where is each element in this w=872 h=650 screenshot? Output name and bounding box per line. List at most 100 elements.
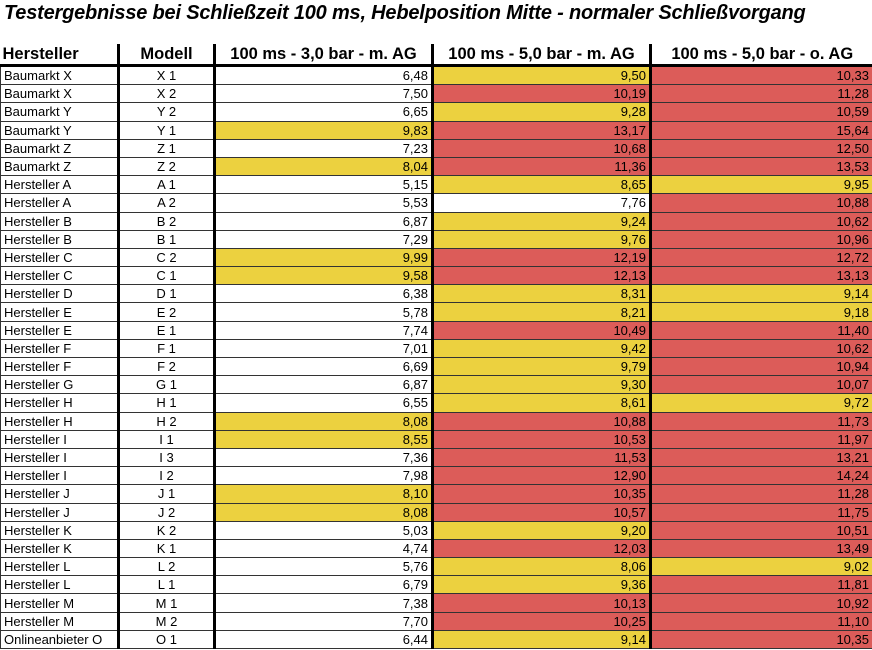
modell-cell: B 1 bbox=[117, 229, 215, 249]
hersteller-cell: Hersteller B bbox=[0, 211, 119, 231]
value-3bar-mag: 5,78 bbox=[213, 302, 433, 322]
value-5bar-oag: 9,72 bbox=[649, 393, 872, 413]
value-5bar-mag: 10,25 bbox=[431, 611, 651, 631]
page-title: Testergebnisse bei Schließzeit 100 ms, H… bbox=[4, 2, 806, 24]
modell-cell: A 1 bbox=[117, 175, 215, 195]
modell-cell: X 1 bbox=[117, 64, 215, 86]
header-5bar-mag: 100 ms - 5,0 bar - m. AG bbox=[431, 44, 651, 67]
value-5bar-mag: 9,14 bbox=[431, 629, 651, 650]
value-3bar-mag: 6,38 bbox=[213, 284, 433, 304]
value-3bar-mag: 5,76 bbox=[213, 557, 433, 577]
value-5bar-mag: 8,65 bbox=[431, 175, 651, 195]
modell-cell: B 2 bbox=[117, 211, 215, 231]
value-3bar-mag: 6,65 bbox=[213, 102, 433, 122]
value-5bar-oag: 10,62 bbox=[649, 338, 872, 359]
value-3bar-mag: 8,55 bbox=[213, 429, 433, 449]
modell-cell: E 2 bbox=[117, 302, 215, 322]
hersteller-cell: Hersteller A bbox=[0, 175, 119, 195]
value-3bar-mag: 7,98 bbox=[213, 466, 433, 486]
value-5bar-oag: 11,28 bbox=[649, 84, 872, 104]
value-5bar-mag: 10,53 bbox=[431, 429, 651, 449]
value-5bar-oag: 11,75 bbox=[649, 502, 872, 522]
value-3bar-mag: 9,58 bbox=[213, 266, 433, 286]
hersteller-cell: Hersteller F bbox=[0, 356, 119, 377]
hersteller-cell: Hersteller H bbox=[0, 393, 119, 413]
modell-cell: J 1 bbox=[117, 484, 215, 504]
value-3bar-mag: 6,44 bbox=[213, 629, 433, 650]
modell-cell: I 2 bbox=[117, 466, 215, 486]
value-5bar-oag: 10,88 bbox=[649, 193, 872, 213]
modell-cell: L 2 bbox=[117, 557, 215, 577]
value-5bar-mag: 8,31 bbox=[431, 284, 651, 304]
value-5bar-oag: 11,10 bbox=[649, 611, 872, 631]
value-3bar-mag: 8,08 bbox=[213, 411, 433, 431]
value-5bar-mag: 9,30 bbox=[431, 375, 651, 395]
hersteller-cell: Hersteller G bbox=[0, 375, 119, 395]
value-5bar-mag: 12,03 bbox=[431, 538, 651, 559]
value-5bar-oag: 15,64 bbox=[649, 120, 872, 140]
modell-cell: D 1 bbox=[117, 284, 215, 304]
hersteller-cell: Hersteller M bbox=[0, 593, 119, 613]
value-5bar-oag: 13,53 bbox=[649, 156, 872, 177]
value-5bar-oag: 11,81 bbox=[649, 575, 872, 595]
modell-cell: M 2 bbox=[117, 611, 215, 631]
value-5bar-oag: 14,24 bbox=[649, 466, 872, 486]
value-5bar-mag: 9,24 bbox=[431, 211, 651, 231]
hersteller-cell: Baumarkt Z bbox=[0, 156, 119, 177]
value-3bar-mag: 7,50 bbox=[213, 84, 433, 104]
hersteller-cell: Hersteller C bbox=[0, 266, 119, 286]
value-3bar-mag: 7,29 bbox=[213, 229, 433, 249]
value-5bar-oag: 13,21 bbox=[649, 447, 872, 468]
value-5bar-mag: 8,61 bbox=[431, 393, 651, 413]
hersteller-cell: Hersteller B bbox=[0, 229, 119, 249]
value-5bar-oag: 13,13 bbox=[649, 266, 872, 286]
value-5bar-mag: 8,21 bbox=[431, 302, 651, 322]
modell-cell: F 2 bbox=[117, 356, 215, 377]
hersteller-cell: Hersteller J bbox=[0, 502, 119, 522]
modell-cell: I 3 bbox=[117, 447, 215, 468]
modell-cell: Z 1 bbox=[117, 138, 215, 158]
modell-cell: L 1 bbox=[117, 575, 215, 595]
value-3bar-mag: 7,74 bbox=[213, 320, 433, 340]
hersteller-cell: Baumarkt X bbox=[0, 84, 119, 104]
modell-cell: A 2 bbox=[117, 193, 215, 213]
value-5bar-mag: 10,68 bbox=[431, 138, 651, 158]
value-5bar-mag: 10,88 bbox=[431, 411, 651, 431]
results-table: Hersteller Modell 100 ms - 3,0 bar - m. … bbox=[0, 44, 872, 650]
modell-cell: M 1 bbox=[117, 593, 215, 613]
modell-cell: H 2 bbox=[117, 411, 215, 431]
value-5bar-oag: 12,50 bbox=[649, 138, 872, 158]
header-row: Hersteller Modell 100 ms - 3,0 bar - m. … bbox=[0, 44, 872, 67]
modell-cell: Y 2 bbox=[117, 102, 215, 122]
value-5bar-oag: 10,35 bbox=[649, 629, 872, 650]
value-3bar-mag: 4,74 bbox=[213, 538, 433, 559]
value-5bar-mag: 12,19 bbox=[431, 247, 651, 268]
hersteller-cell: Onlineanbieter O bbox=[0, 629, 119, 650]
value-5bar-mag: 11,53 bbox=[431, 447, 651, 468]
value-5bar-oag: 11,28 bbox=[649, 484, 872, 504]
modell-cell: C 1 bbox=[117, 266, 215, 286]
value-5bar-mag: 10,49 bbox=[431, 320, 651, 340]
value-5bar-oag: 11,97 bbox=[649, 429, 872, 449]
value-3bar-mag: 7,70 bbox=[213, 611, 433, 631]
